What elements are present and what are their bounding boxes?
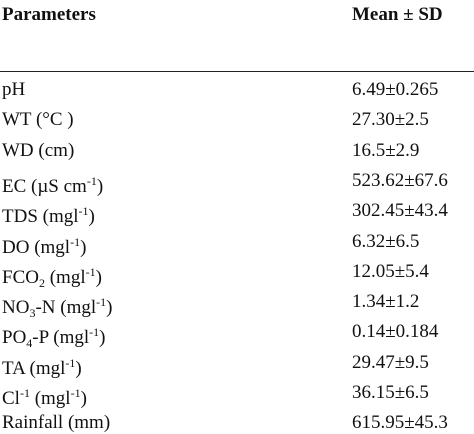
parameter-text: ) (96, 175, 104, 197)
parameter-text: 4 (26, 336, 33, 351)
parameter-cell: WD (cm) (2, 140, 74, 162)
parameter-cell: pH (2, 79, 25, 101)
value-cell: 29.47±9.5 (352, 351, 429, 373)
parameter-cell: DO (mgl-1) (2, 231, 86, 259)
parameter-text: -1 (19, 386, 30, 400)
parameter-text: TDS (mgl (2, 206, 79, 228)
parameter-text: -1 (78, 204, 89, 219)
value-cell: 302.45±43.4 (352, 200, 448, 222)
parameter-text: NO (2, 297, 30, 319)
parameter-text: PO (2, 327, 27, 349)
value-cell: 6.32±6.5 (352, 230, 420, 252)
parameter-text: TA (mgl (2, 357, 66, 379)
parameter-text: -1 (85, 264, 96, 279)
header-cell: Mean ± SD (352, 4, 443, 25)
header-rule (0, 71, 474, 72)
value-cell: 615.95±45.3 (352, 412, 448, 434)
parameter-text: DO (mgl (2, 236, 71, 258)
parameter-text: ) (80, 236, 87, 258)
parameter-text: WD (cm) (2, 139, 75, 161)
parameter-text: 3 (29, 306, 36, 321)
parameter-text: -1 (86, 173, 97, 188)
parameter-text: (mgl (44, 266, 86, 288)
parameter-text: -N (mgl (35, 297, 97, 319)
parameter-text: (mgl (29, 388, 71, 409)
parameter-cell: TA (mgl-1) (2, 352, 82, 380)
parameter-cell: NO3-N (mgl-1) (2, 291, 112, 324)
parameter-text: -1 (70, 386, 81, 400)
parameter-text: 2 (38, 275, 45, 290)
parameter-text: EC (µS cm (2, 175, 87, 197)
value-cell: 12.05±5.4 (352, 260, 429, 282)
value-cell: 1.34±1.2 (352, 291, 420, 313)
value-cell: 0.14±0.184 (352, 321, 439, 343)
parameter-text: ) (99, 327, 106, 349)
parameter-text: ) (106, 297, 113, 319)
value-cell: 16.5±2.9 (352, 139, 420, 161)
parameter-cell: PO4-P (mgl-1) (2, 321, 105, 354)
parameter-text: -1 (96, 295, 107, 310)
parameter-text: -1 (89, 325, 100, 340)
value-cell: 6.49±0.265 (352, 79, 439, 100)
parameter-cell: TDS (mgl-1) (2, 200, 95, 228)
value-cell: 36.15±6.5 (352, 382, 429, 403)
parameter-text: ) (95, 266, 102, 288)
parameter-text: Rainfall (mm) (2, 412, 111, 434)
value-cell: 27.30±2.5 (352, 109, 429, 131)
parameter-cell: Rainfall (mm) (2, 412, 110, 434)
parameter-cell: EC (µS cm-1) (2, 170, 103, 198)
parameter-text: ) (88, 206, 95, 228)
parameter-cell: FCO2 (mgl-1) (2, 261, 102, 294)
parameter-cell: Cl-1 (mgl-1) (2, 382, 87, 410)
parameter-text: pH (2, 79, 26, 100)
parameter-text: -P (mgl (32, 327, 90, 349)
parameter-text: -1 (65, 355, 76, 370)
parameter-text: FCO (2, 266, 39, 288)
parameter-text: -1 (70, 234, 81, 249)
header-cell: Parameters (2, 4, 96, 25)
parameter-text: ) (80, 388, 87, 409)
value-cell: 523.62±67.6 (352, 169, 448, 191)
parameter-text: WT (°C ) (2, 109, 74, 131)
parameter-text: Cl (2, 388, 20, 409)
parameter-text: ) (75, 357, 82, 379)
parameter-cell: WT (°C ) (2, 109, 74, 131)
